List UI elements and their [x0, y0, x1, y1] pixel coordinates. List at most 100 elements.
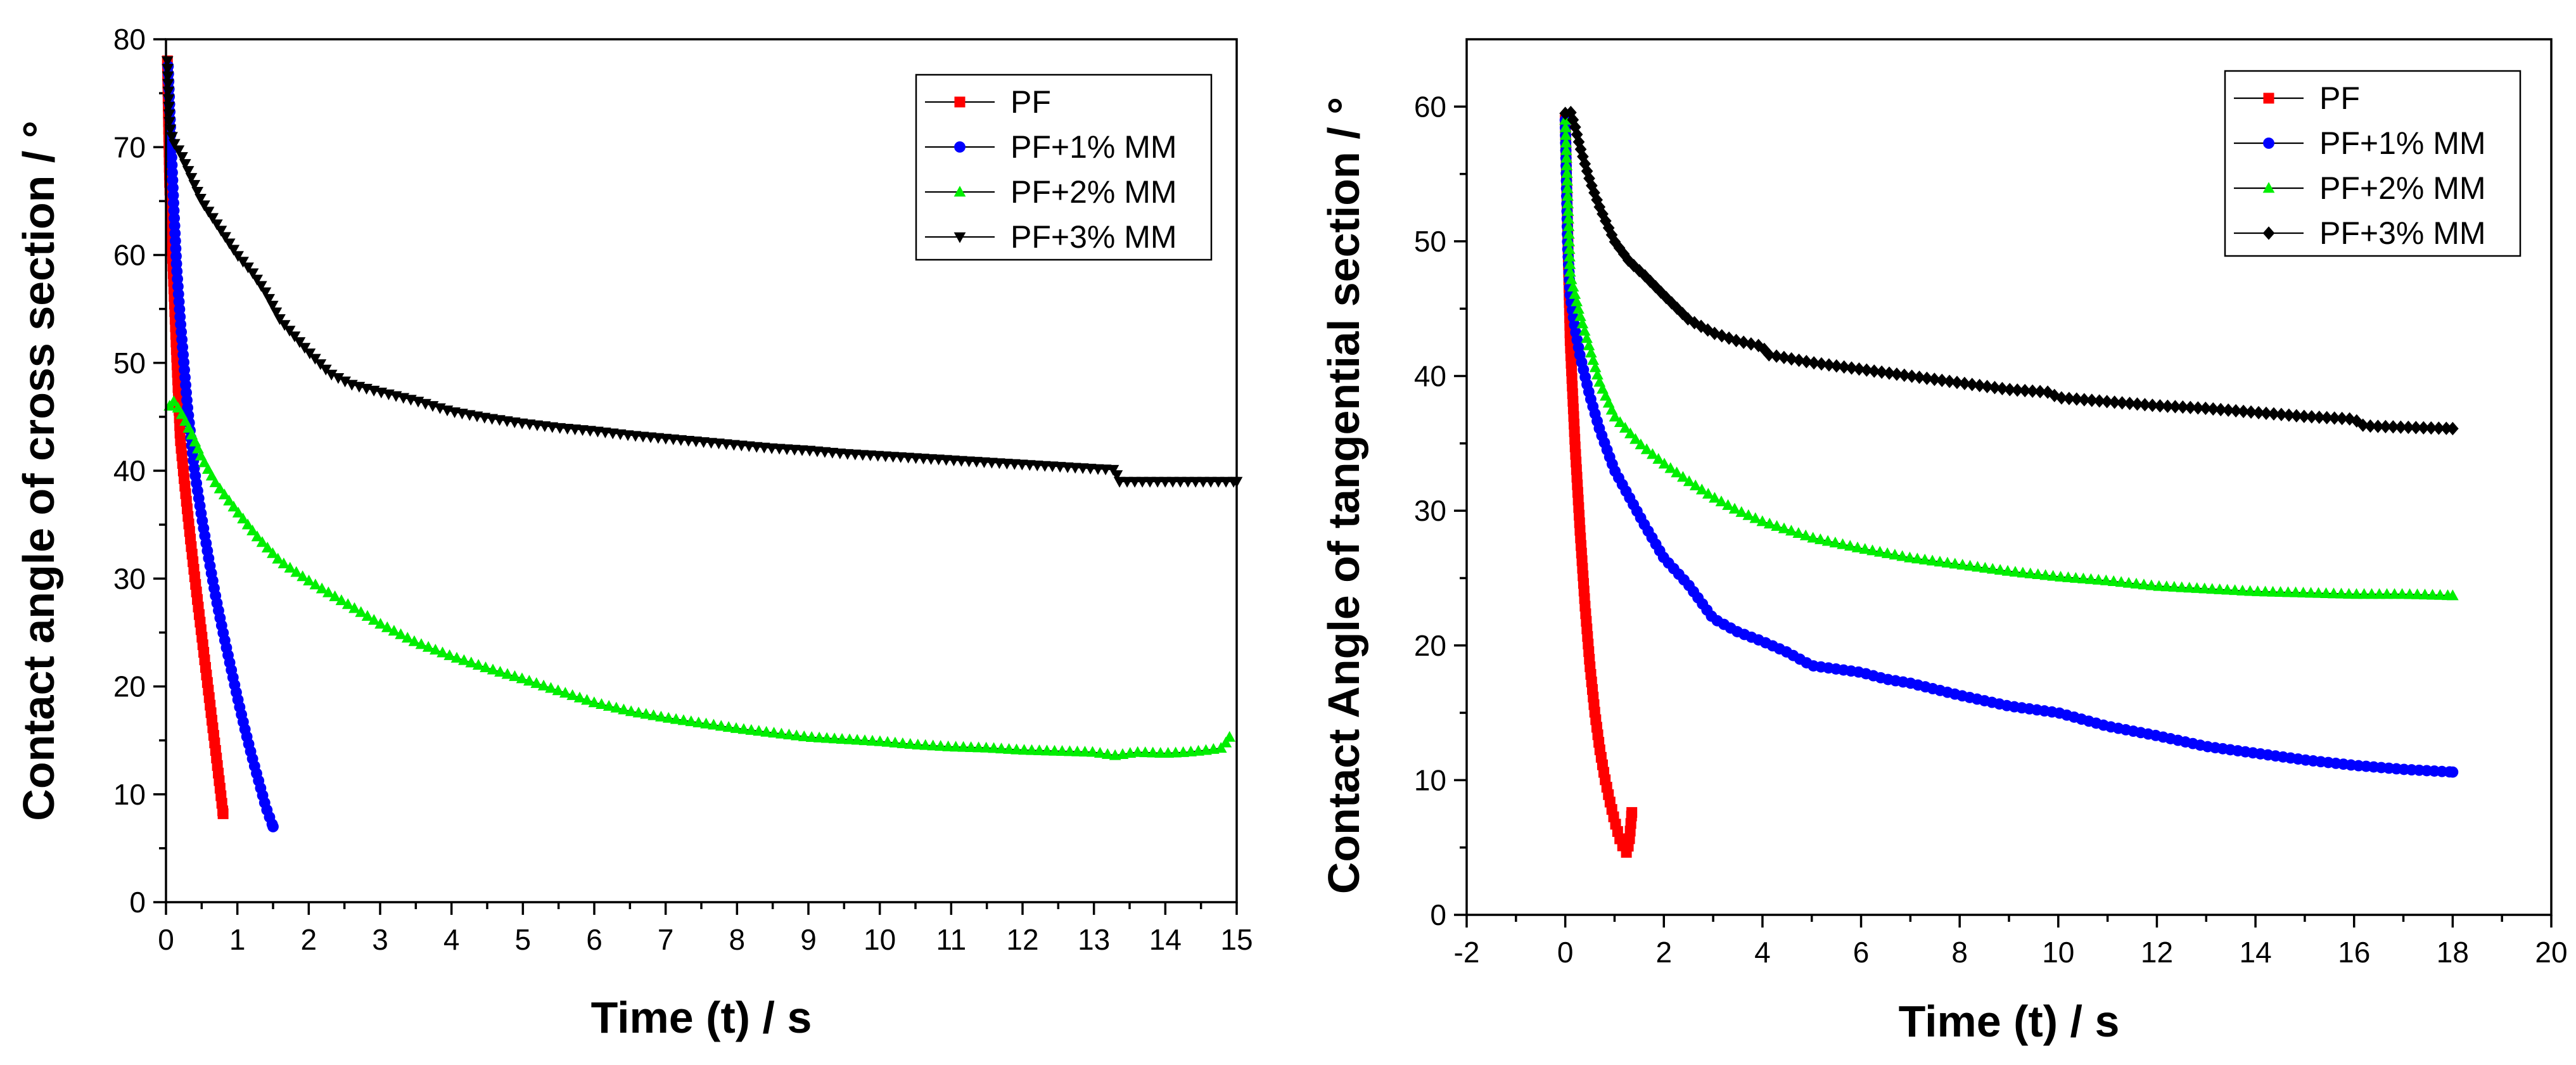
data-point	[219, 232, 231, 243]
data-point	[1838, 360, 1851, 374]
data-point	[1966, 378, 1979, 392]
data-point	[1139, 746, 1152, 758]
data-point	[2426, 589, 2439, 600]
data-point	[1064, 745, 1076, 756]
x-tick-label: 2	[1655, 936, 1672, 969]
data-point	[1626, 807, 1638, 818]
data-point	[1223, 730, 1236, 742]
data-point	[309, 578, 322, 590]
data-point	[1860, 363, 1873, 377]
data-point	[1026, 744, 1038, 755]
data-point	[1815, 357, 1828, 371]
data-point	[2003, 383, 2016, 397]
data-point	[2417, 421, 2430, 435]
data-point	[2100, 574, 2112, 585]
data-point	[2432, 421, 2445, 435]
data-point	[2336, 411, 2349, 426]
data-point	[1829, 537, 1842, 548]
data-point	[501, 668, 514, 679]
data-point	[2373, 588, 2385, 599]
data-point	[267, 820, 279, 832]
data-point	[2364, 419, 2376, 433]
data-point	[2396, 588, 2408, 599]
data-point	[1132, 746, 1144, 757]
data-point	[2447, 589, 2459, 601]
data-point	[288, 331, 301, 343]
x-tick-label: 18	[2437, 936, 2469, 969]
legend-entry-pf: PF	[2234, 80, 2360, 116]
data-point	[2169, 400, 2181, 414]
legend-entry-pf-2-mm: PF+2% MM	[2234, 170, 2486, 206]
data-point	[2198, 582, 2211, 594]
data-point	[775, 727, 787, 739]
data-point	[348, 602, 360, 613]
data-point	[2237, 404, 2250, 419]
data-point	[1584, 347, 1597, 358]
x-tick-label: 9	[800, 923, 817, 956]
data-point	[182, 166, 194, 177]
legend-marker	[953, 232, 966, 243]
data-point	[1926, 554, 1939, 566]
data-point	[1737, 335, 1750, 349]
y-tick-label: 30	[113, 562, 146, 595]
data-point	[1941, 556, 1954, 568]
data-point	[2107, 575, 2120, 586]
data-point	[805, 731, 818, 743]
data-point	[2447, 421, 2459, 436]
data-point	[1591, 368, 1604, 379]
data-point	[768, 727, 780, 738]
data-point	[437, 646, 449, 658]
data-point	[2328, 411, 2341, 425]
legend-label: PF+1% MM	[2319, 125, 2486, 161]
data-point	[1913, 370, 1925, 385]
data-point	[2093, 394, 2106, 408]
data-point	[1844, 540, 1856, 551]
data-point	[2328, 587, 2340, 599]
data-point	[820, 732, 833, 743]
x-tick-label: 20	[2535, 936, 2567, 969]
data-point	[1560, 129, 1572, 140]
data-point	[1087, 746, 1099, 757]
x-tick-label: 6	[1853, 936, 1870, 969]
data-point	[2176, 581, 2188, 592]
data-point	[1121, 476, 1133, 488]
data-point	[1572, 303, 1584, 314]
data-point	[2380, 419, 2392, 433]
data-point	[988, 742, 1000, 753]
data-point	[2283, 408, 2295, 422]
data-point	[1144, 476, 1156, 488]
data-point	[573, 691, 586, 703]
y-tick-label: 30	[1414, 494, 1446, 527]
data-point	[1771, 520, 1783, 531]
data-point	[813, 731, 826, 743]
data-point	[655, 710, 667, 722]
data-point	[2168, 580, 2181, 592]
data-point	[625, 705, 637, 717]
data-point	[1563, 235, 1576, 246]
data-point	[700, 717, 712, 729]
data-point	[1071, 745, 1083, 756]
data-point	[1565, 273, 1578, 284]
data-point	[2062, 571, 2074, 582]
data-point	[1220, 736, 1232, 748]
data-point	[207, 213, 219, 224]
data-point	[760, 725, 773, 737]
data-point	[1564, 258, 1576, 269]
data-point	[1041, 744, 1053, 756]
data-point	[2214, 583, 2226, 594]
data-point	[209, 476, 222, 487]
data-point	[1735, 506, 1748, 517]
data-point	[1664, 462, 1677, 473]
data-point	[255, 281, 267, 292]
data-point	[2409, 421, 2422, 435]
y-tick-label: 0	[1430, 898, 1446, 931]
data-point	[172, 145, 185, 156]
data-point	[790, 729, 803, 741]
data-point	[1011, 743, 1023, 755]
data-point	[2320, 587, 2332, 598]
left-legend-entries: PF PF+1% MM PF+2% MM PF+3% MM	[925, 84, 1177, 255]
data-point	[241, 518, 254, 530]
data-point	[2244, 585, 2256, 596]
data-point	[588, 696, 601, 708]
x-tick-label: 4	[443, 923, 460, 956]
